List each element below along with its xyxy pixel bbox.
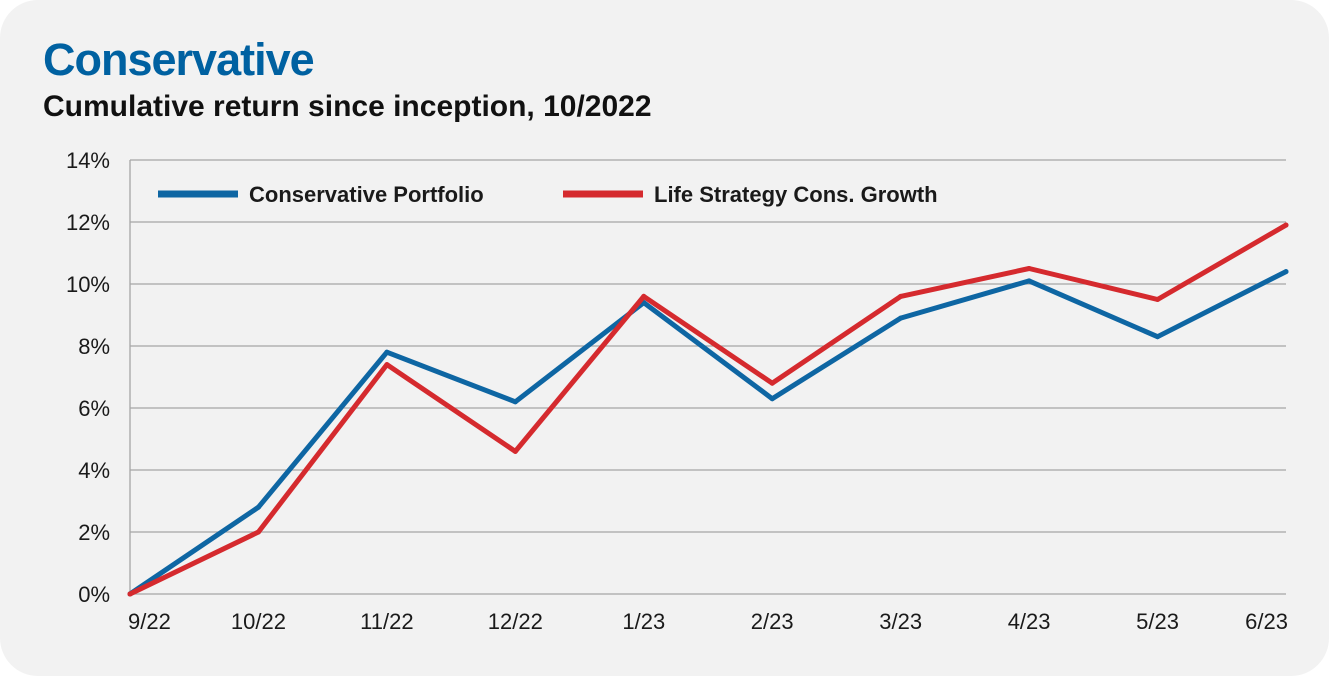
x-tick-label: 9/22 bbox=[128, 609, 171, 634]
series-line bbox=[127, 222, 1289, 597]
data-point bbox=[769, 396, 775, 402]
y-tick-label: 2% bbox=[78, 520, 110, 545]
x-axis-ticks: 9/22 10/22 11/22 12/22 1/23 2/23 3/23 4/23 5/23 6… bbox=[128, 609, 1288, 634]
x-tick-label: 4/23 bbox=[1008, 609, 1051, 634]
x-tick-label: 5/23 bbox=[1136, 609, 1179, 634]
series-line bbox=[127, 269, 1289, 597]
x-tick-label: 10/22 bbox=[231, 609, 286, 634]
data-point bbox=[769, 380, 775, 386]
data-point bbox=[898, 293, 904, 299]
data-point bbox=[512, 399, 518, 405]
data-point bbox=[1283, 269, 1289, 275]
y-tick-label: 0% bbox=[78, 582, 110, 607]
y-tick-label: 14% bbox=[66, 148, 110, 173]
data-point bbox=[1155, 297, 1161, 302]
legend: Conservative Portfolio Life Strategy Cons… bbox=[158, 182, 938, 207]
x-tick-label: 6/23 bbox=[1245, 609, 1288, 634]
x-tick-label: 2/23 bbox=[751, 609, 794, 634]
data-point bbox=[512, 448, 518, 454]
data-point bbox=[1283, 222, 1289, 228]
x-tick-label: 3/23 bbox=[879, 609, 922, 634]
chart-title: Conservative bbox=[43, 34, 315, 85]
data-point bbox=[384, 362, 390, 368]
data-point bbox=[898, 315, 904, 321]
data-point bbox=[384, 349, 390, 355]
data-point bbox=[127, 591, 133, 597]
data-point bbox=[641, 293, 647, 299]
data-point bbox=[255, 504, 261, 510]
x-tick-label: 1/23 bbox=[622, 609, 665, 634]
series-1 bbox=[127, 222, 1289, 597]
y-tick-label: 12% bbox=[66, 210, 110, 235]
legend-label: Conservative Portfolio bbox=[249, 182, 484, 207]
y-tick-label: 6% bbox=[78, 396, 110, 421]
data-point bbox=[1155, 334, 1161, 340]
data-point bbox=[1026, 278, 1032, 284]
y-tick-label: 8% bbox=[78, 334, 110, 359]
y-tick-label: 10% bbox=[66, 272, 110, 297]
gridlines bbox=[130, 159, 1286, 533]
y-tick-label: 4% bbox=[78, 458, 110, 483]
y-axis-ticks: 0% 2% 4% 6% 8% 10% 12% 14% bbox=[66, 148, 110, 607]
legend-label: Life Strategy Cons. Growth bbox=[654, 182, 938, 207]
data-point bbox=[1026, 266, 1032, 271]
chart-subtitle: Cumulative return since inception, 10/20… bbox=[43, 90, 652, 123]
data-point bbox=[255, 529, 261, 535]
series-0 bbox=[127, 269, 1289, 597]
x-tick-label: 12/22 bbox=[488, 609, 543, 634]
x-tick-label: 11/22 bbox=[360, 609, 413, 634]
